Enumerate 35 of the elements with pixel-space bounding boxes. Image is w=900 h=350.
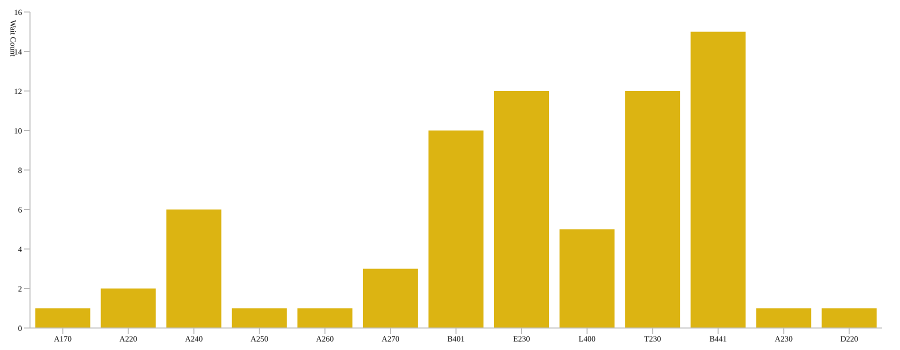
x-tick-label: D220 (840, 334, 858, 344)
bar (428, 130, 484, 328)
y-tick-label: 0 (18, 324, 22, 333)
y-tick-label: 8 (18, 166, 22, 175)
bar (100, 288, 156, 328)
x-tick-label: A220 (119, 334, 138, 344)
y-tick-label: 6 (18, 205, 22, 214)
y-tick-label: 16 (14, 8, 22, 17)
bar (690, 32, 746, 328)
bar (560, 229, 615, 328)
x-tick-label: A240 (184, 334, 203, 344)
x-tick-label: B401 (447, 334, 465, 344)
x-tick-label: A170 (54, 334, 72, 344)
bar (822, 308, 877, 328)
y-tick-label: 14 (14, 47, 22, 56)
bar (625, 91, 680, 328)
x-tick-label: E230 (513, 334, 530, 344)
y-tick-label: 10 (14, 126, 22, 136)
x-tick-label: B441 (709, 334, 727, 344)
x-tick-label: A260 (316, 334, 334, 344)
bar (494, 91, 550, 328)
x-tick-label: T230 (644, 334, 662, 344)
bar (166, 210, 222, 328)
y-tick-label: 4 (18, 244, 22, 254)
bar (756, 308, 812, 328)
bar (232, 308, 287, 328)
bar (35, 308, 90, 328)
x-tick-label: A250 (250, 334, 268, 344)
bar (362, 268, 418, 328)
x-tick-label: L400 (578, 334, 596, 344)
bar (297, 308, 352, 328)
y-tick-label: 12 (14, 86, 22, 96)
x-tick-label: A230 (774, 334, 793, 344)
x-tick-label: A270 (382, 334, 400, 344)
y-tick-label: 2 (18, 284, 22, 294)
